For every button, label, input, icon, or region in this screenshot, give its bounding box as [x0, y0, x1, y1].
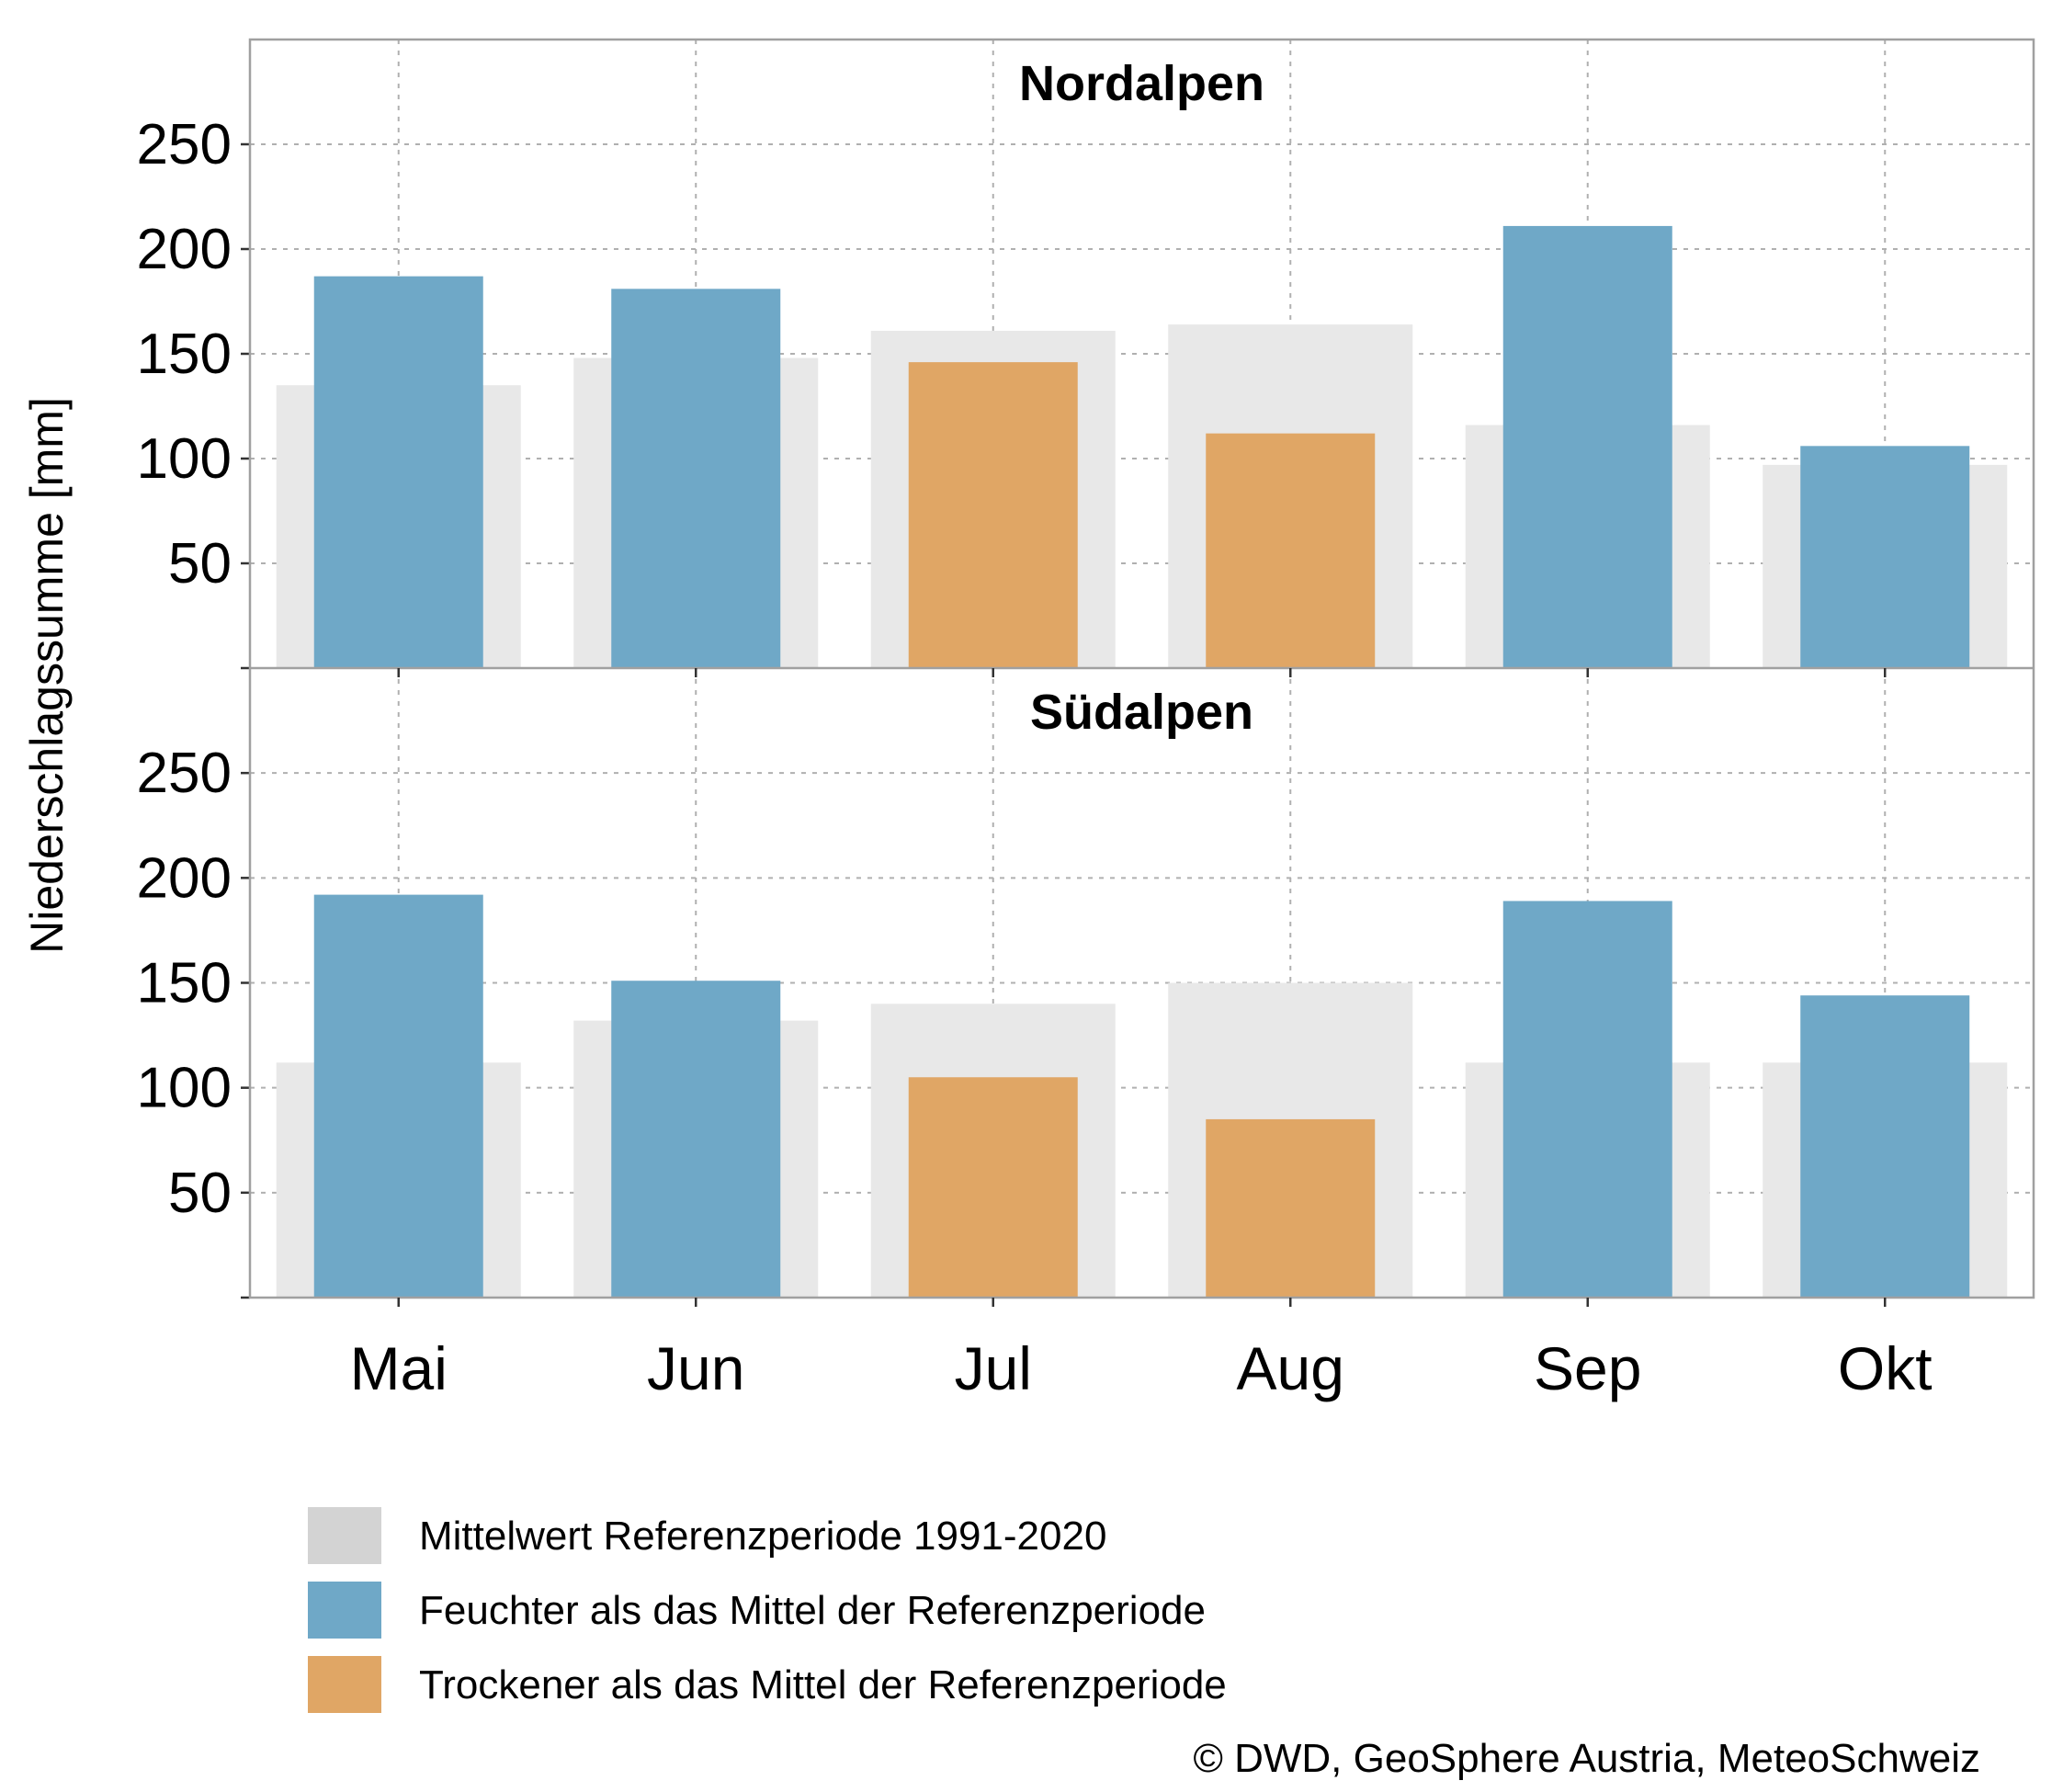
y-axis-ticks: 50 100 150 200 250	[137, 742, 250, 1299]
panel-background	[250, 40, 2034, 668]
x-tick-label-aug: Aug	[1237, 1334, 1344, 1402]
precipitation-bar-aug	[1206, 1118, 1376, 1298]
x-tick-label-mai: Mai	[350, 1334, 448, 1402]
legend-label-reference: Mittelwert Referenzperiode 1991-2020	[419, 1514, 1106, 1559]
y-axis-ticks: 50 100 150 200 250	[137, 113, 250, 670]
legend-swatch-drier	[308, 1656, 381, 1713]
y-tick-label: 100	[137, 427, 232, 491]
precipitation-bar-jul	[908, 1077, 1078, 1298]
legend-label-drier: Trockener als das Mittel der Referenzper…	[419, 1662, 1227, 1707]
y-tick-label: 150	[137, 323, 232, 386]
copyright-credit: © DWD, GeoSphere Austria, MeteoSchweiz	[1193, 1736, 1980, 1781]
x-tick-label-jun: Jun	[647, 1334, 744, 1402]
legend: Mittelwert Referenzperiode 1991-2020 Feuc…	[308, 1507, 1227, 1713]
y-tick-label: 150	[137, 952, 232, 1015]
bars	[276, 894, 2008, 1298]
y-axis-label: Niederschlagssumme [mm]	[21, 397, 73, 954]
panel-nordalpen: Nordalpen 50 100 150 200 250	[137, 40, 2034, 670]
precipitation-bar-mai	[313, 276, 483, 668]
precipitation-bar-okt	[1800, 995, 1970, 1298]
precipitation-bar-jun	[611, 289, 781, 668]
y-tick-label: 50	[168, 1162, 232, 1225]
legend-swatch-wetter	[308, 1582, 381, 1639]
precipitation-bar-jul	[908, 362, 1078, 668]
y-tick-label: 200	[137, 218, 232, 281]
y-tick-label: 200	[137, 846, 232, 910]
precipitation-bar-aug	[1206, 433, 1376, 668]
x-tick-label-sep: Sep	[1534, 1334, 1641, 1402]
panel-background	[250, 668, 2034, 1298]
precipitation-bar-sep	[1502, 225, 1672, 669]
panel-title: Südalpen	[1030, 685, 1253, 740]
precipitation-bar-jun	[611, 981, 781, 1298]
legend-swatch-reference	[308, 1507, 381, 1564]
panel-title: Nordalpen	[1019, 56, 1264, 111]
y-tick-label: 50	[168, 532, 232, 595]
precipitation-bar-okt	[1800, 446, 1970, 668]
x-tick-label-jul: Jul	[955, 1334, 1032, 1402]
x-tick-label-okt: Okt	[1838, 1334, 1933, 1402]
legend-label-wetter: Feuchter als das Mittel der Referenzperi…	[419, 1588, 1206, 1633]
y-tick-label: 250	[137, 742, 232, 805]
precipitation-bar-mai	[313, 894, 483, 1298]
bars	[276, 225, 2008, 669]
y-tick-label: 250	[137, 113, 232, 176]
precipitation-bar-sep	[1502, 901, 1672, 1298]
x-axis-ticks: Mai Jun Jul Aug Sep Okt	[350, 668, 1933, 1402]
y-tick-label: 100	[137, 1057, 232, 1120]
panel-suedalpen: Südalpen 50 100 150 200 250	[137, 668, 2034, 1299]
